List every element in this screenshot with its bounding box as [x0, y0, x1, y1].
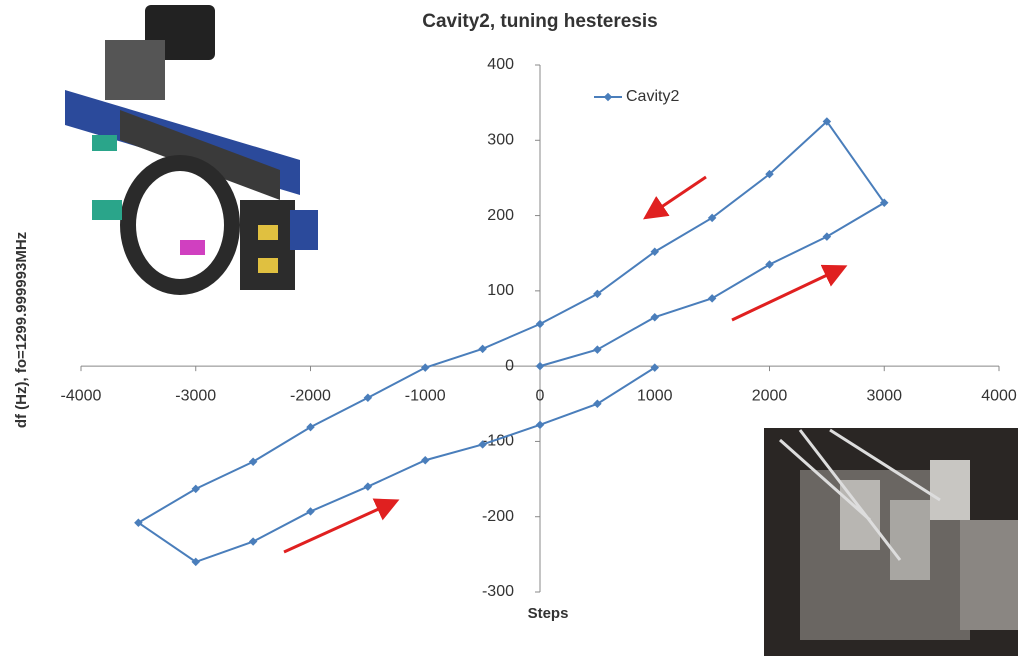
- y-tick-label: 200: [487, 207, 514, 224]
- data-point: [822, 232, 832, 241]
- x-axis-label: Steps: [528, 605, 569, 622]
- x-tick-label: 1000: [637, 387, 673, 404]
- direction-arrows: [283, 175, 848, 554]
- data-point: [363, 393, 373, 403]
- cavity-photo: [764, 428, 1018, 656]
- tuner-illustration: [65, 5, 318, 295]
- x-tick-label: -1000: [405, 387, 446, 404]
- y-axis-label: df (Hz), fo=1299.999993MHz: [13, 232, 30, 428]
- x-tick-label: 2000: [752, 387, 788, 404]
- y-tick-label: 0: [505, 357, 514, 374]
- x-tick-label: -3000: [175, 387, 216, 404]
- data-point: [535, 361, 545, 371]
- y-tick-label: -200: [482, 508, 514, 525]
- data-point: [593, 289, 602, 299]
- chart-title: Cavity2, tuning hesteresis: [422, 11, 657, 32]
- data-point: [421, 363, 430, 372]
- data-point: [248, 457, 258, 466]
- x-tick-label: -2000: [290, 387, 331, 404]
- data-point: [363, 482, 373, 491]
- x-tick-label: -4000: [61, 387, 102, 404]
- x-tick-label: 4000: [981, 387, 1017, 404]
- legend-label: Cavity2: [626, 88, 679, 105]
- y-tick-label: 300: [487, 132, 514, 149]
- legend-marker: [603, 92, 613, 102]
- y-tick-label: 100: [487, 282, 514, 299]
- data-point: [191, 484, 200, 494]
- data-point: [593, 399, 602, 409]
- data-point: [421, 456, 430, 465]
- data-point: [535, 319, 545, 329]
- data-point: [248, 537, 258, 546]
- data-point: [306, 507, 315, 516]
- data-point: [765, 260, 774, 269]
- data-point: [535, 420, 545, 430]
- x-tick-label: 3000: [866, 387, 902, 404]
- data-point: [707, 294, 717, 303]
- y-tick-label: 400: [487, 56, 514, 73]
- data-point: [478, 440, 487, 449]
- y-tick-label: -300: [482, 583, 514, 600]
- data-point: [650, 312, 659, 322]
- x-tick-label: 0: [536, 387, 545, 404]
- data-point: [306, 422, 315, 432]
- data-point: [650, 363, 659, 372]
- data-point: [478, 344, 487, 354]
- data-point: [593, 345, 602, 354]
